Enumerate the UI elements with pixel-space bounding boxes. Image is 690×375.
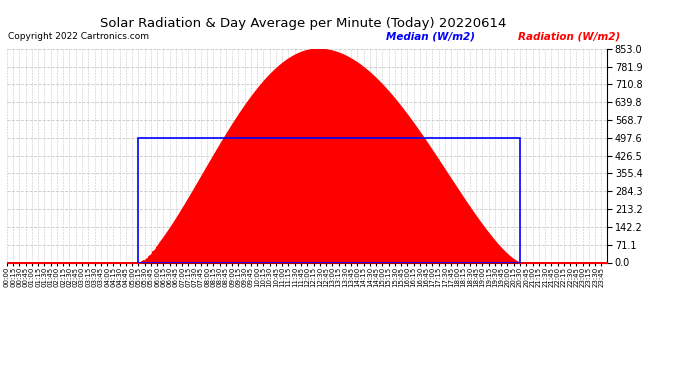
Text: Radiation (W/m2): Radiation (W/m2) <box>518 32 620 42</box>
Text: Copyright 2022 Cartronics.com: Copyright 2022 Cartronics.com <box>8 32 149 41</box>
Bar <box>138 138 520 262</box>
Text: Median (W/m2): Median (W/m2) <box>386 32 475 42</box>
Text: Solar Radiation & Day Average per Minute (Today) 20220614: Solar Radiation & Day Average per Minute… <box>101 17 506 30</box>
